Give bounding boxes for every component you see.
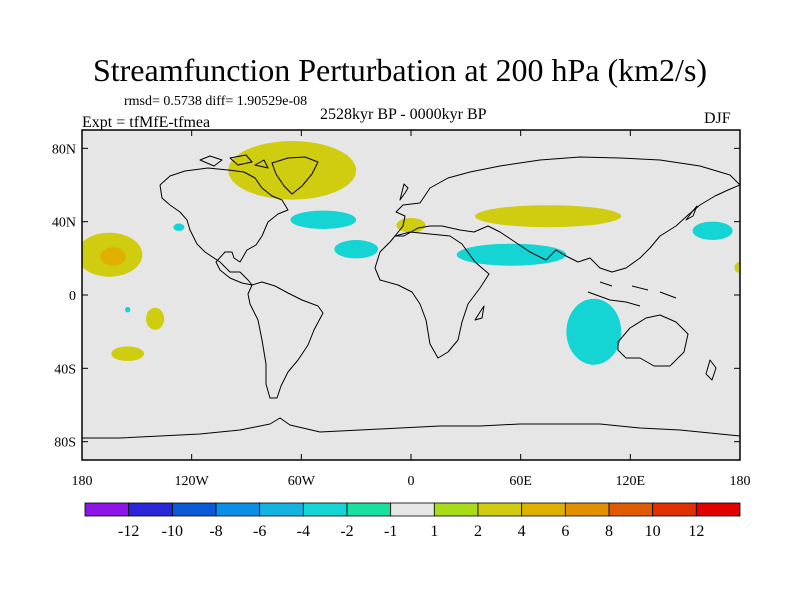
colorbar-label: 8 (605, 523, 613, 540)
colorbar-label: -4 (297, 523, 310, 540)
rmsd-stats: rmsd= 0.5738 diff= 1.90529e-08 (124, 94, 308, 109)
arctic-islands-coast (199, 154, 269, 169)
africa-coast (374, 231, 490, 359)
colorbar-swatch (171, 502, 217, 517)
colorbar-swatch (477, 502, 523, 517)
date-line-anomaly (734, 262, 740, 273)
x-tick-label: 180 (730, 474, 751, 489)
colorbar-swatch (346, 502, 392, 517)
indian-ocean-anomaly (566, 298, 622, 365)
x-tick-label: 120E (616, 474, 646, 489)
colorbar-swatch (433, 502, 479, 517)
antarctica-coast (82, 417, 740, 439)
x-tick-label: 60W (288, 474, 316, 489)
season-label: DJF (704, 110, 731, 127)
north-america-anomaly (173, 223, 185, 231)
south-america-coast (247, 281, 324, 399)
coastlines (82, 154, 740, 439)
east-pacific-anomaly (146, 307, 165, 330)
x-tick-label: 60E (509, 474, 532, 489)
map-background (82, 130, 740, 460)
eurasia-coast (394, 156, 740, 273)
colorbar-swatch (564, 502, 610, 517)
colorbar-label: 12 (688, 523, 704, 540)
greenland-coast (271, 156, 319, 195)
colorbar-swatch (302, 502, 348, 517)
colorbar-label: 2 (474, 523, 482, 540)
x-tick-label: 120W (175, 474, 210, 489)
y-tick-label: 40N (52, 216, 76, 231)
x-tick-label: 180 (72, 474, 93, 489)
colorbar-swatch (84, 502, 130, 517)
colorbar-swatch (390, 502, 435, 517)
anomaly-layer (82, 141, 740, 365)
colorbar-swatch (608, 502, 654, 517)
colorbar-swatch (521, 502, 566, 517)
colorbar-label: -2 (340, 523, 353, 540)
axis-layer: 180 120W 60W 0 60E 120E 180 80N 40N 0 40S 80S (52, 130, 751, 489)
australia-coast (617, 314, 689, 367)
colorbar-label: 1 (430, 523, 438, 540)
colorbar-swatch (215, 502, 261, 517)
colorbar-swatch (695, 502, 741, 517)
y-tick-label: 0 (69, 289, 76, 304)
y-tick-label: 80S (54, 436, 76, 451)
greenland-anomaly (228, 141, 357, 200)
west-pacific-anomaly (692, 221, 733, 240)
y-tick-label: 80N (52, 142, 76, 157)
subtropical-atlantic-anomaly (334, 240, 379, 259)
mediterranean-anomaly (396, 218, 426, 233)
colorbar-label: 4 (518, 523, 526, 540)
experiment-label: Expt = tfMfE-tfmea (82, 114, 211, 131)
uk-coast (399, 183, 409, 201)
colorbar-swatch (652, 502, 697, 517)
colorbar-label: -12 (118, 523, 139, 540)
tropical-pacific-anomaly (125, 306, 131, 313)
colorbar-label: -6 (253, 523, 266, 540)
north-america-coast (159, 167, 289, 286)
colorbar: -12 -10 -8 -6 -4 -2 -1 1 2 4 6 8 10 12 (84, 502, 741, 540)
south-pacific-anomaly (111, 346, 145, 362)
period-label: 2528kyr BP - 0000kyr BP (320, 106, 487, 123)
middle-east-anomaly (456, 243, 567, 266)
colorbar-label: -8 (209, 523, 222, 540)
colorbar-label: 6 (561, 523, 569, 540)
japan-coast (685, 205, 698, 221)
colorbar-swatch (259, 502, 304, 517)
colorbar-swatch (128, 502, 173, 517)
new-zealand-coast (705, 359, 717, 381)
y-tick-label: 40S (54, 362, 76, 377)
colorbar-label: -10 (162, 523, 183, 540)
indonesia-coast (587, 281, 677, 307)
north-atlantic-anomaly (290, 210, 357, 229)
colorbar-label: -1 (384, 523, 397, 540)
chart-title: Streamfunction Perturbation at 200 hPa (… (92, 52, 708, 88)
eurasia-anomaly (474, 205, 622, 228)
colorbar-label: 10 (645, 523, 661, 540)
madagascar-coast (474, 305, 485, 321)
x-tick-label: 0 (408, 474, 415, 489)
north-pacific-core (100, 247, 126, 266)
